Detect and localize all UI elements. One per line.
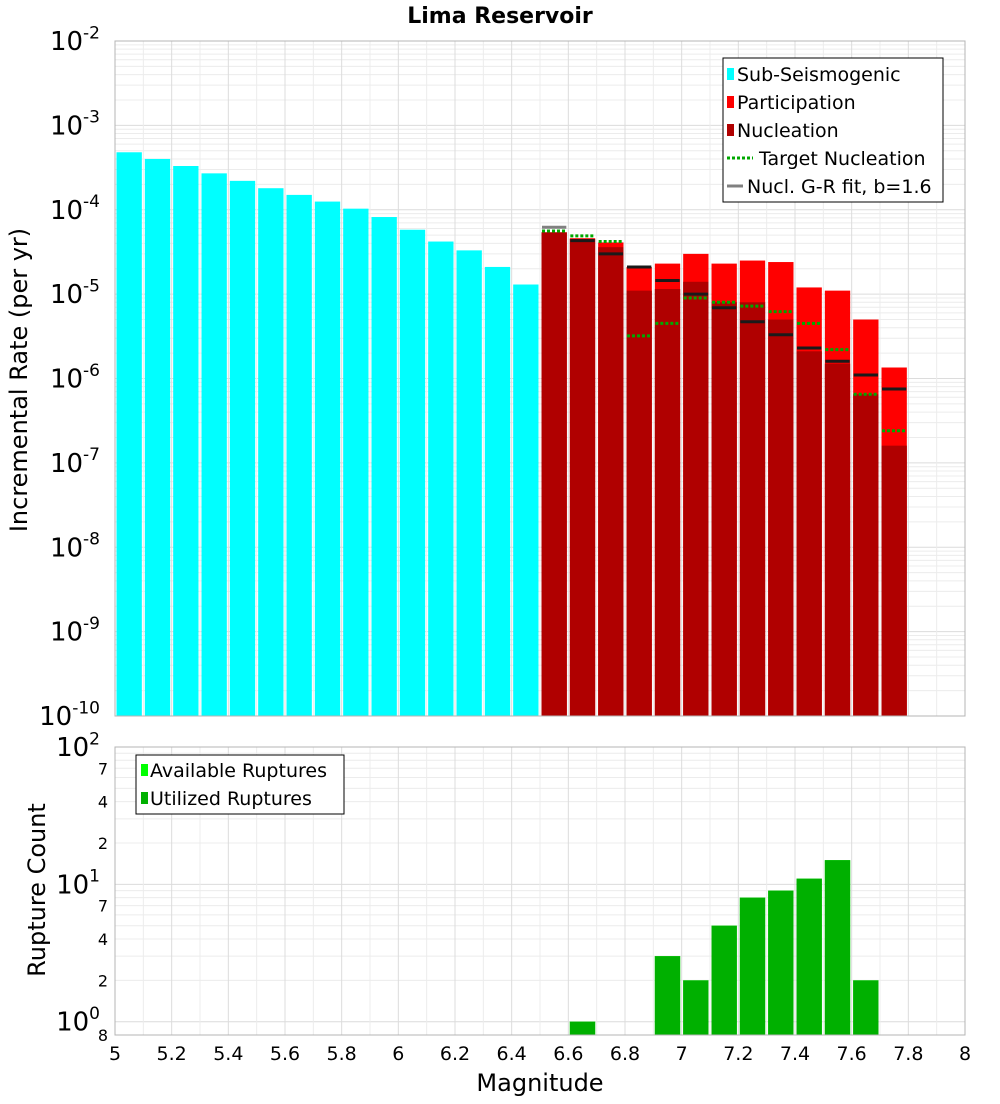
x-tick-label: 6	[392, 1043, 404, 1065]
nucleation-bar	[598, 247, 624, 716]
top-legend-swatch	[727, 96, 734, 108]
top-legend-box	[722, 57, 944, 203]
x-tick-label: 7.2	[723, 1043, 753, 1065]
bottom-y-minor-label: 2	[98, 834, 108, 853]
bottom-y-minor-label: 2	[98, 971, 108, 990]
top-legend-label: Target Nucleation	[758, 148, 926, 170]
top-y-tick-label: 10-2	[50, 23, 100, 57]
x-tick-label: 5.8	[327, 1043, 357, 1065]
bottom-legend-label: Utilized Ruptures	[150, 788, 312, 810]
nucleation-bar	[654, 289, 681, 716]
top-legend-swatch	[727, 68, 734, 80]
x-tick-label: 6.8	[610, 1043, 640, 1065]
top-legend-label: Nucl. G-R fit, b=1.6	[747, 176, 932, 198]
top-plot-frame	[114, 40, 966, 717]
nucleation-bar	[683, 281, 709, 716]
x-tick-label: 5.4	[213, 1043, 243, 1065]
x-tick-label: 5.2	[157, 1043, 187, 1065]
top-legend-label: Participation	[737, 92, 856, 114]
bottom-y-tick-label: 101	[56, 867, 100, 901]
x-tick-label: 6.4	[497, 1043, 527, 1065]
top-y-tick-label: 10-9	[50, 614, 100, 648]
sub-seismogenic-bar	[456, 250, 482, 717]
sub-seismogenic-bar	[343, 208, 369, 716]
nucleation-bar	[626, 290, 652, 716]
bottom-y-minor-label: 4	[98, 930, 108, 949]
sub-seismogenic-bar	[399, 229, 426, 717]
utilized-ruptures-bar	[569, 1021, 596, 1035]
bottom-legend-swatch	[141, 764, 148, 776]
sub-seismogenic-bar	[484, 266, 511, 716]
bottom-y-tick-label: 102	[56, 729, 100, 763]
top-plot: 10-10 10-9 10-8 10-7 10-6 10-5 10-4 10-3 10-2 Sub…	[39, 23, 966, 732]
utilized-ruptures-bar	[739, 897, 766, 1035]
top-y-tick-label: 10-8	[50, 530, 100, 564]
x-tick-label: 7.8	[893, 1043, 923, 1065]
bottom-legend-swatch	[141, 792, 148, 804]
sub-seismogenic-bar	[229, 180, 256, 716]
nucleation-bar	[881, 445, 907, 716]
sub-seismogenic-bar	[144, 158, 171, 717]
top-y-axis-label: Incremental Rate (per yr)	[5, 228, 33, 532]
bottom-legend-box	[135, 754, 345, 815]
bottom-y-minor-label: 4	[98, 793, 108, 812]
bottom-plot: 100 101 102 8 2 4 7 2 4 7 5 5.2 5.4 5.6 5.8 6 6.2 6.4 6.6 6…	[56, 729, 971, 1065]
x-tick-label: 6.2	[440, 1043, 470, 1065]
nucleation-bar	[768, 319, 794, 716]
bottom-y-minor-label: 7	[98, 897, 108, 916]
utilized-ruptures-bar	[654, 956, 681, 1035]
top-y-tick-label: 10-3	[50, 108, 100, 142]
top-y-tick-label: 10-10	[39, 698, 100, 732]
bottom-legend-label: Available Ruptures	[150, 760, 327, 782]
sub-seismogenic-bar	[428, 241, 454, 717]
sub-seismogenic-bar	[314, 201, 341, 716]
utilized-ruptures-bar	[768, 890, 794, 1035]
nucleation-bar	[569, 239, 596, 716]
nucleation-bar	[541, 232, 567, 716]
nucleation-bar	[853, 394, 879, 716]
nucleation-bar	[824, 363, 851, 716]
sub-seismogenic-bar	[201, 173, 227, 716]
sub-seismogenic-bar	[116, 152, 142, 716]
top-legend-label: Nucleation	[737, 120, 839, 142]
top-y-tick-label: 10-6	[50, 361, 100, 395]
x-tick-label: 7.6	[837, 1043, 867, 1065]
x-tick-label: 7	[676, 1043, 688, 1065]
nucleation-bar	[739, 302, 766, 716]
utilized-ruptures-bar	[796, 878, 822, 1035]
bottom-plot-frame	[114, 746, 966, 1036]
bottom-y-tick-label: 100	[56, 1004, 100, 1038]
top-y-tick-label: 10-5	[50, 276, 100, 310]
bottom-y-axis-label: Rupture Count	[23, 803, 51, 977]
x-tick-label: 6.6	[553, 1043, 583, 1065]
chart-title: Lima Reservoir	[407, 4, 593, 29]
utilized-ruptures-bar	[853, 980, 879, 1035]
bottom-y-minor-label: 7	[98, 759, 108, 778]
nucleation-bar	[711, 302, 737, 716]
x-axis-label: Magnitude	[476, 1069, 603, 1097]
x-tick-label: 5.6	[270, 1043, 300, 1065]
sub-seismogenic-bar	[258, 188, 284, 717]
utilized-ruptures-bar	[824, 860, 851, 1035]
bottom-y-minor-label: 8	[98, 1026, 108, 1045]
top-y-tick-label: 10-4	[50, 192, 100, 226]
nucleation-bar	[796, 351, 822, 716]
sub-seismogenic-bar	[371, 217, 397, 716]
top-y-tick-label: 10-7	[50, 445, 100, 479]
sub-seismogenic-bar	[513, 284, 539, 716]
sub-seismogenic-bar	[173, 166, 199, 717]
x-tick-label: 7.4	[780, 1043, 810, 1065]
utilized-ruptures-bar	[683, 980, 709, 1035]
sub-seismogenic-bar	[286, 194, 312, 716]
top-legend-label: Sub-Seismogenic	[737, 64, 901, 86]
x-tick-label: 5	[109, 1043, 121, 1065]
utilized-ruptures-bar	[711, 925, 737, 1035]
top-legend-swatch	[727, 124, 734, 136]
x-tick-label: 8	[959, 1043, 971, 1065]
